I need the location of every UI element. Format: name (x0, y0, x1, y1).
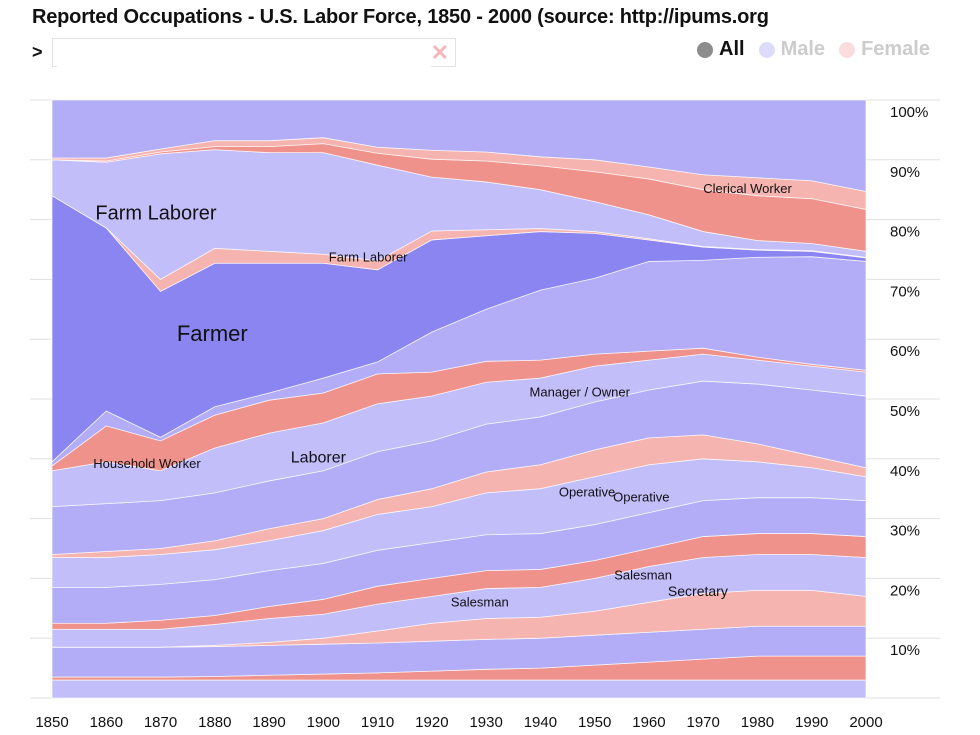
occupation-label: Farmer (177, 321, 248, 346)
x-tick-label: 1970 (687, 714, 720, 731)
dot-icon (758, 41, 775, 58)
annotations: Farm Laborer Farmer Farm Laborer Clerical W… (93, 181, 792, 609)
occupation-label: Manager / Owner (530, 384, 631, 399)
x-tick-label: 1850 (35, 714, 68, 731)
legend-all[interactable]: All (697, 38, 745, 61)
legend-female[interactable]: Female (839, 38, 930, 61)
x-tick-label: 1940 (524, 714, 557, 731)
x-tick-label: 1900 (307, 714, 340, 731)
y-tick-label: 20% (890, 582, 920, 599)
occupation-label: Laborer (291, 449, 347, 466)
search-box[interactable]: ✕ (52, 38, 456, 67)
occupation-label: Household Worker (93, 456, 201, 471)
x-tick-label: 1910 (361, 714, 394, 731)
occupation-label: Secretary (668, 583, 728, 599)
x-tick-label: 1960 (632, 714, 665, 731)
y-tick-label: 10% (890, 642, 920, 659)
occupation-label: Farm Laborer (329, 249, 408, 264)
search-prompt: > (32, 42, 43, 62)
legend-label: All (719, 38, 745, 60)
page-title: Reported Occupations - U.S. Labor Force,… (32, 6, 769, 28)
x-tick-label: 1860 (90, 714, 123, 731)
area-layers[interactable] (51, 99, 867, 699)
y-axis-ticks: 10% 20% 30% 40% 50% 60% 70% 80% 90% 100% (890, 104, 928, 659)
occupation-label: Salesman (451, 594, 509, 609)
y-tick-label: 40% (890, 463, 920, 480)
occupation-label: Salesman (614, 567, 672, 582)
close-icon[interactable]: ✕ (430, 40, 449, 65)
occupation-label: Clerical Worker (703, 181, 792, 196)
x-tick-label: 1870 (144, 714, 177, 731)
occupation-label: Operative (559, 484, 615, 499)
occupation-male-area[interactable] (51, 99, 867, 192)
x-tick-label: 1890 (252, 714, 285, 731)
gender-legend: All Male Female (697, 38, 930, 61)
occupation-male-area[interactable] (51, 679, 867, 699)
y-tick-label: 70% (890, 283, 920, 300)
y-tick-label: 80% (890, 224, 920, 241)
x-tick-label: 1950 (578, 714, 611, 731)
x-tick-label: 1930 (469, 714, 502, 731)
y-tick-label: 60% (890, 343, 920, 360)
y-tick-label: 100% (890, 104, 928, 121)
x-tick-label: 1880 (198, 714, 231, 731)
dot-icon (839, 41, 856, 58)
y-tick-label: 30% (890, 523, 920, 540)
x-tick-label: 1990 (795, 714, 828, 731)
legend-label: Female (861, 38, 930, 60)
x-tick-label: 1980 (741, 714, 774, 731)
legend-male[interactable]: Male (758, 38, 826, 61)
legend-label: Male (780, 38, 826, 60)
y-tick-label: 50% (890, 403, 920, 420)
x-tick-label: 2000 (849, 714, 882, 731)
occupation-label: Farm Laborer (95, 202, 216, 224)
y-tick-label: 90% (890, 164, 920, 181)
dot-icon (697, 41, 714, 58)
x-tick-label: 1920 (415, 714, 448, 731)
search-input[interactable] (57, 39, 431, 67)
occupation-label: Operative (613, 490, 669, 505)
x-axis-ticks: 1850 1860 1870 1880 1890 1900 1910 1920 1930 1940… (35, 714, 882, 731)
